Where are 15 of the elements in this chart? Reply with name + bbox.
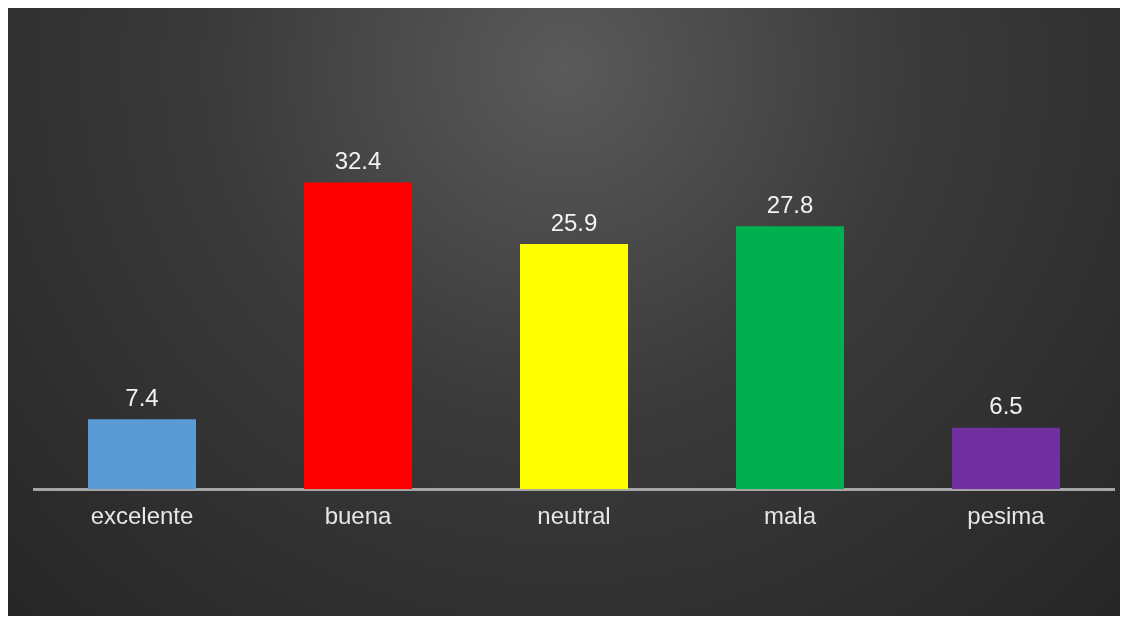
- bar: [952, 427, 1060, 490]
- x-tick-label: neutral: [537, 502, 611, 530]
- x-tick-label: excelente: [90, 502, 194, 530]
- data-label: 7.4: [125, 383, 159, 411]
- data-label: 27.8: [766, 190, 814, 218]
- x-tick-label: mala: [763, 502, 817, 530]
- bar: [520, 244, 628, 490]
- x-tick-label: buena: [324, 502, 393, 530]
- data-label: 6.5: [989, 392, 1023, 420]
- data-label: 32.4: [334, 147, 382, 175]
- data-label: 25.9: [550, 208, 598, 236]
- bar: [304, 182, 412, 490]
- bar: [88, 419, 196, 490]
- x-tick-label: pesima: [967, 502, 1046, 530]
- bar: [736, 226, 844, 490]
